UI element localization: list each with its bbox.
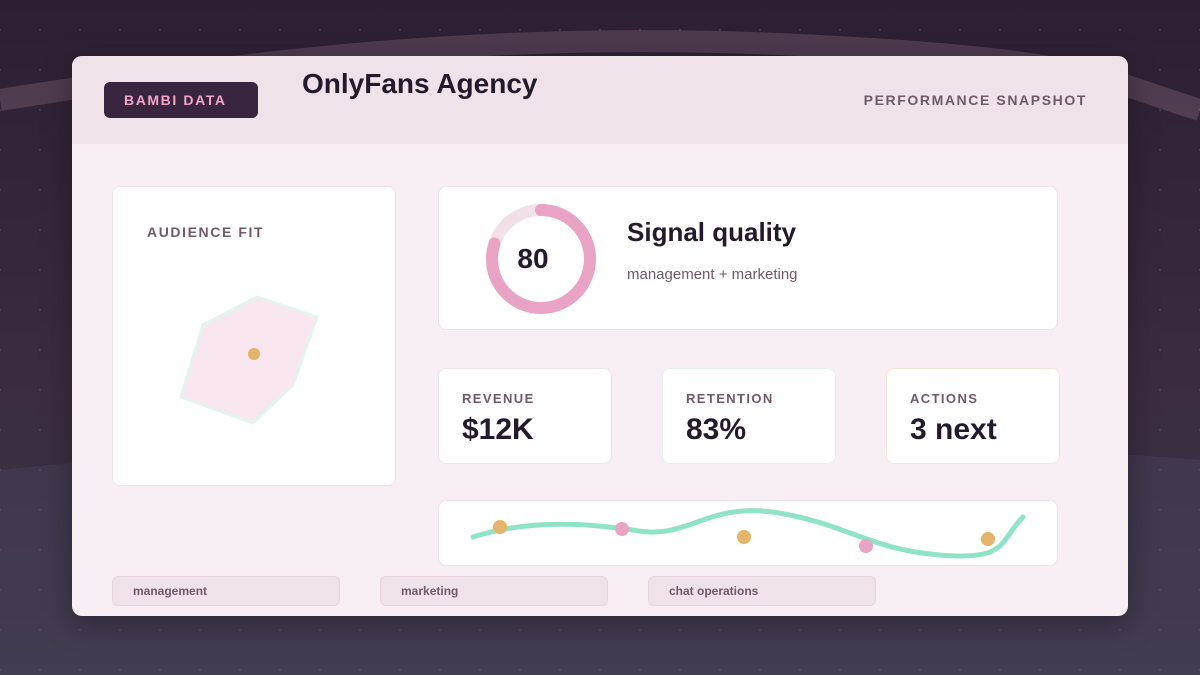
trend-point [615, 522, 629, 536]
tag-marketing[interactable]: marketing [380, 576, 608, 606]
revenue-card: REVENUE $12K [438, 368, 612, 464]
trend-point [493, 520, 507, 534]
trend-panel [438, 500, 1058, 566]
audience-fit-label: AUDIENCE FIT [147, 224, 265, 240]
trend-line [470, 508, 1026, 559]
revenue-label: REVENUE [462, 391, 535, 406]
retention-label: RETENTION [686, 391, 774, 406]
retention-value: 83% [686, 413, 747, 446]
trend-point [981, 532, 995, 546]
actions-label: ACTIONS [910, 391, 979, 406]
signal-quality-panel: 80 Signal quality management + marketing [438, 186, 1058, 330]
dashboard-card: BAMBI DATA OnlyFans Agency PERFORMANCE S… [72, 56, 1128, 616]
gauge-arc [486, 204, 596, 314]
tag-chat-operations[interactable]: chat operations [648, 576, 876, 606]
signal-gauge [486, 204, 596, 314]
brand-badge[interactable]: BAMBI DATA [104, 82, 258, 118]
signal-quality-title: Signal quality [627, 217, 797, 247]
card-header: BAMBI DATA OnlyFans Agency PERFORMANCE S… [72, 56, 1128, 144]
tag-management[interactable]: management [112, 576, 340, 606]
radar-shape [179, 295, 319, 425]
retention-card: RETENTION 83% [662, 368, 836, 464]
revenue-value: $12K [462, 413, 534, 446]
audience-radar-chart [179, 295, 319, 425]
actions-card: ACTIONS 3 next [886, 368, 1060, 464]
radar-center-dot [248, 348, 260, 360]
actions-value: 3 next [910, 413, 997, 446]
signal-score: 80 [517, 243, 549, 274]
trend-line-chart [470, 508, 1026, 559]
trend-point [859, 539, 873, 553]
performance-snapshot-label: PERFORMANCE SNAPSHOT [863, 92, 1087, 108]
page-title: OnlyFans Agency [302, 68, 538, 99]
trend-point [737, 530, 751, 544]
audience-fit-panel: AUDIENCE FIT [112, 186, 396, 486]
signal-quality-subtitle: management + marketing [627, 266, 798, 283]
